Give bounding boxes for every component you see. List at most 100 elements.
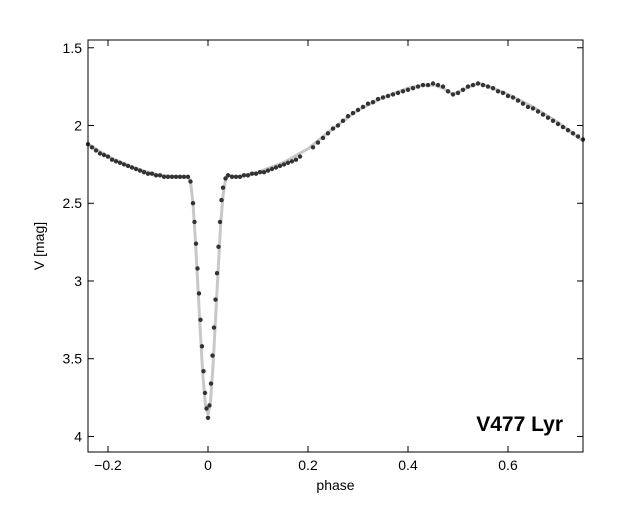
data-point: [550, 118, 556, 124]
data-point: [177, 174, 183, 179]
data-point: [133, 166, 139, 172]
data-point: [297, 154, 303, 159]
data-point: [405, 87, 411, 93]
data-point: [93, 148, 99, 153]
y-tick-label: 3: [74, 273, 82, 289]
data-point: [185, 174, 191, 179]
data-point: [385, 93, 391, 99]
data-point: [410, 86, 416, 91]
data-point: [105, 154, 111, 159]
model-curve: [87, 81, 584, 416]
data-point: [195, 266, 200, 271]
data-point: [113, 159, 119, 164]
data-point: [188, 179, 193, 184]
data-point: [199, 344, 205, 349]
data-point: [285, 160, 291, 165]
data-point: [455, 90, 461, 96]
data-point: [241, 173, 247, 178]
data-point: [181, 174, 187, 179]
data-point: [535, 109, 541, 114]
y-tick-label: 2.5: [63, 195, 83, 211]
data-point: [293, 157, 299, 162]
data-point: [245, 173, 251, 178]
x-tick-label: 0.6: [498, 457, 518, 473]
data-point: [229, 174, 235, 179]
data-point: [500, 90, 506, 96]
data-point: [525, 104, 531, 110]
data-point: [190, 201, 196, 206]
data-point: [450, 92, 456, 97]
data-point: [281, 162, 287, 167]
x-tick-label: 0.4: [398, 457, 418, 473]
data-point: [165, 174, 171, 179]
x-axis-label: phase: [316, 477, 354, 493]
y-tick-label: 2: [74, 118, 82, 134]
data-point: [202, 390, 208, 396]
y-tick-label: 3.5: [63, 351, 83, 367]
data-point: [253, 171, 259, 176]
data-point: [490, 86, 496, 91]
y-axis-label: V [mag]: [31, 222, 47, 270]
data-point: [237, 174, 243, 179]
data-point: [149, 171, 155, 176]
data-point: [375, 96, 381, 102]
data-point: [217, 219, 223, 225]
data-point: [117, 160, 123, 165]
data-point: [173, 174, 179, 179]
data-point: [440, 84, 446, 89]
data-point: [207, 403, 212, 408]
data-point: [223, 176, 228, 181]
data-point: [480, 82, 486, 88]
data-point: [475, 81, 481, 86]
data-point: [273, 165, 279, 170]
data-point: [137, 168, 143, 173]
data-point: [210, 353, 215, 358]
data-point: [560, 124, 566, 130]
data-point: [261, 170, 267, 175]
star-name-annotation: V477 Lyr: [476, 413, 563, 436]
data-point: [515, 98, 521, 103]
data-point: [193, 241, 199, 246]
data-point: [89, 145, 95, 150]
x-axis-ticks: −0.2 0 0.2 0.4 0.6: [94, 40, 518, 473]
data-point: [277, 163, 283, 169]
data-point: [169, 174, 175, 179]
y-axis-ticks: 1.5 2 2.5 3 3.5 4: [63, 40, 583, 444]
data-point: [345, 114, 351, 119]
x-tick-label: −0.2: [94, 457, 122, 473]
data-point: [575, 134, 581, 139]
data-point: [192, 219, 197, 225]
data-point: [505, 93, 511, 99]
data-point: [208, 381, 214, 386]
data-point: [520, 101, 526, 106]
data-point: [97, 151, 103, 156]
data-point: [400, 89, 406, 94]
data-point: [460, 87, 466, 93]
data-point: [530, 106, 536, 111]
data-point: [355, 107, 361, 113]
data-point: [161, 174, 167, 179]
data-point: [555, 121, 561, 127]
data-point: [495, 89, 501, 94]
data-point: [257, 170, 263, 175]
data-point: [420, 82, 426, 88]
data-point: [330, 126, 336, 131]
data-point: [360, 104, 366, 110]
data-point: [485, 84, 491, 89]
x-tick-label: 0: [204, 457, 212, 473]
data-point: [145, 171, 151, 176]
data-point: [395, 90, 401, 96]
data-point: [370, 100, 376, 105]
data-point: [225, 173, 231, 178]
data-point: [565, 128, 571, 133]
data-point: [390, 92, 396, 97]
data-point: [425, 82, 431, 88]
data-point: [365, 101, 371, 106]
data-point: [157, 173, 163, 178]
data-point: [205, 415, 211, 420]
data-point: [213, 297, 218, 302]
data-point: [198, 317, 203, 322]
data-point: [380, 95, 386, 100]
data-point: [325, 131, 331, 136]
data-point: [220, 185, 226, 190]
